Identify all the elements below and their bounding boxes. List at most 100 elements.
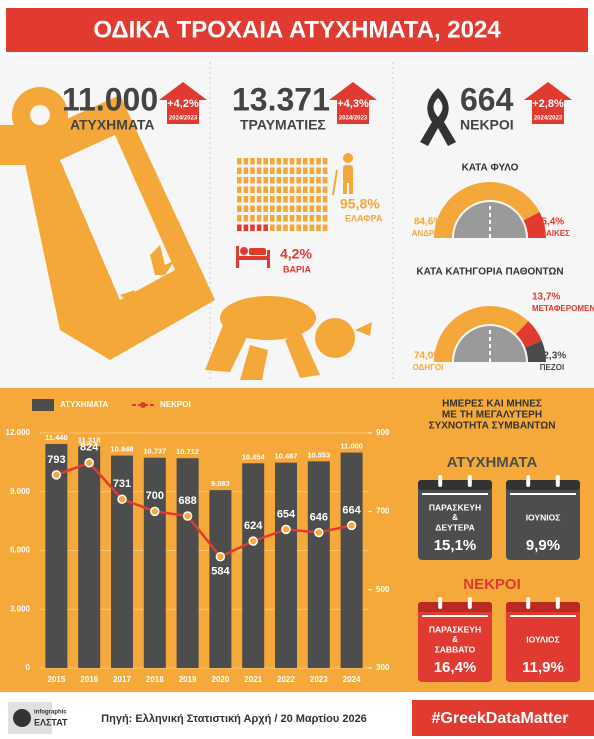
stat-value: 11.000: [62, 81, 158, 117]
line-value-label: 700: [146, 490, 164, 502]
calendar-ring: [438, 475, 443, 487]
waffle-cell: [309, 167, 315, 174]
line-marker: [314, 527, 324, 538]
x-tick-label: 2022: [277, 675, 295, 684]
x-tick-label: 2019: [179, 675, 197, 684]
waffle-cell: [270, 186, 275, 193]
bar-value-label: 10.712: [176, 447, 199, 456]
line-value-label: 731: [113, 478, 131, 490]
calendar-card: [418, 480, 492, 560]
x-tick-label: 2015: [48, 675, 66, 684]
waffle-cell: [243, 177, 249, 184]
calendar-label: ΔΕΥΤΕΡΑ: [435, 522, 475, 532]
waffle-cell: [276, 177, 282, 184]
bar-value-label: 11.440: [45, 433, 68, 442]
car-illustration: [0, 87, 215, 360]
waffle-cell: [237, 205, 242, 212]
y2-tick-label: 700: [376, 506, 390, 515]
source: Πηγή: Ελληνική Στατιστική Αρχή / 20 Μαρτ…: [101, 713, 367, 725]
calendar-header: [418, 602, 492, 612]
waffle-cell: [250, 186, 255, 193]
gauge-value: 13,7%: [532, 292, 560, 303]
stat-value: 13.371: [232, 81, 330, 117]
y2-tick-label: 300: [376, 663, 390, 672]
waffle-cell: [243, 224, 249, 231]
stat-label: ΑΤΥΧΗΜΑΤΑ: [70, 117, 155, 133]
waffle-cell: [303, 205, 308, 212]
gauge-title: ΚΑΤΑ ΦΥΛΟ: [462, 163, 519, 174]
waffle-cell: [237, 186, 242, 193]
line-marker: [84, 458, 94, 468]
bar: [209, 490, 232, 668]
calendar-label: ΠΑΡΑΣΚΕΥΗ: [429, 624, 481, 634]
bar: [176, 458, 199, 668]
waffle-cell: [243, 196, 249, 203]
waffle-cell: [283, 205, 288, 212]
bar: [307, 461, 330, 668]
bar: [275, 462, 297, 668]
bar-value-label: 9.083: [211, 479, 230, 488]
stat-label: ΝΕΚΡΟΙ: [460, 117, 514, 133]
waffle-cell: [316, 158, 321, 165]
line-marker: [215, 552, 226, 562]
calendar-ring: [555, 597, 560, 609]
bar-value-label: 10.553: [307, 450, 330, 459]
waffle-cell: [256, 196, 262, 203]
waffle-cell: [256, 177, 262, 184]
calendar-card: [418, 602, 492, 682]
gauge-value: 15,4%: [536, 217, 564, 228]
waffle-cell: [316, 177, 321, 184]
waffle-cell: [256, 215, 262, 222]
waffle-cell: [289, 215, 295, 222]
waffle-cell: [276, 215, 282, 222]
line-value-label: 584: [211, 566, 230, 578]
stat-value: 664: [460, 81, 514, 117]
logo-text: ΕΛΣΤΑΤ: [34, 717, 68, 727]
waffle-cell: [322, 224, 328, 231]
calendar-sheet: [510, 493, 576, 495]
hashtag: #GreekDataMatter: [432, 710, 569, 727]
waffle-cell: [303, 196, 308, 203]
waffle-cell: [322, 167, 328, 174]
calendar-value: 15,1%: [434, 537, 477, 554]
gauge-label: ΟΔΗΓΟΙ: [413, 363, 444, 372]
gauge-label: ΠΕΖΟΙ: [540, 363, 564, 372]
waffle-cell: [243, 205, 249, 212]
calendar-label: ΙΟΥΛΙΟΣ: [526, 634, 559, 644]
title: ΟΔΙΚΑ ΤΡΟΧΑΙΑ ΑΤΥΧΗΜΑΤΑ, 2024: [93, 16, 501, 43]
waffle-cell: [296, 196, 301, 203]
waffle-cell: [237, 215, 242, 222]
waffle-cell: [237, 177, 242, 184]
waffle-cell: [296, 215, 301, 222]
waffle-cell: [309, 196, 315, 203]
waffle-cell: [283, 196, 288, 203]
waffle-cell: [322, 205, 328, 212]
waffle-cell: [316, 215, 321, 222]
waffle-cell: [309, 158, 315, 165]
waffle-cell: [289, 224, 295, 231]
waffle-cell: [270, 177, 275, 184]
waffle-cell: [309, 215, 315, 222]
gauge-value: 12,3%: [538, 351, 566, 362]
panel-title: ΣΥΧΝΟΤΗΤΑ ΣΥΜΒΑΝΤΩΝ: [429, 421, 556, 432]
waffle-cell: [289, 196, 295, 203]
waffle-cell: [237, 224, 242, 231]
waffle-cell: [263, 177, 268, 184]
change-value: +2,8%: [532, 98, 564, 110]
change-value: +4,3%: [337, 98, 369, 110]
ribbon-icon: [420, 88, 456, 146]
line-marker: [182, 511, 193, 521]
bar-value-label: 10.737: [143, 447, 166, 456]
calendar-card: [506, 480, 580, 560]
person-illustration: [205, 296, 372, 380]
waffle-cell: [276, 186, 282, 193]
waffle-cell: [283, 167, 288, 174]
hashtag-box: [412, 700, 594, 736]
stat-label: ΤΡΑΥΜΑΤΙΕΣ: [240, 117, 326, 133]
calendar-ring: [467, 597, 472, 609]
change-period: 2024/2023: [169, 116, 198, 122]
waffle-cell: [309, 205, 315, 212]
waffle-cell: [243, 158, 249, 165]
calendar-label: ΙΟΥΝΙΟΣ: [526, 512, 561, 522]
waffle-cell: [316, 224, 321, 231]
